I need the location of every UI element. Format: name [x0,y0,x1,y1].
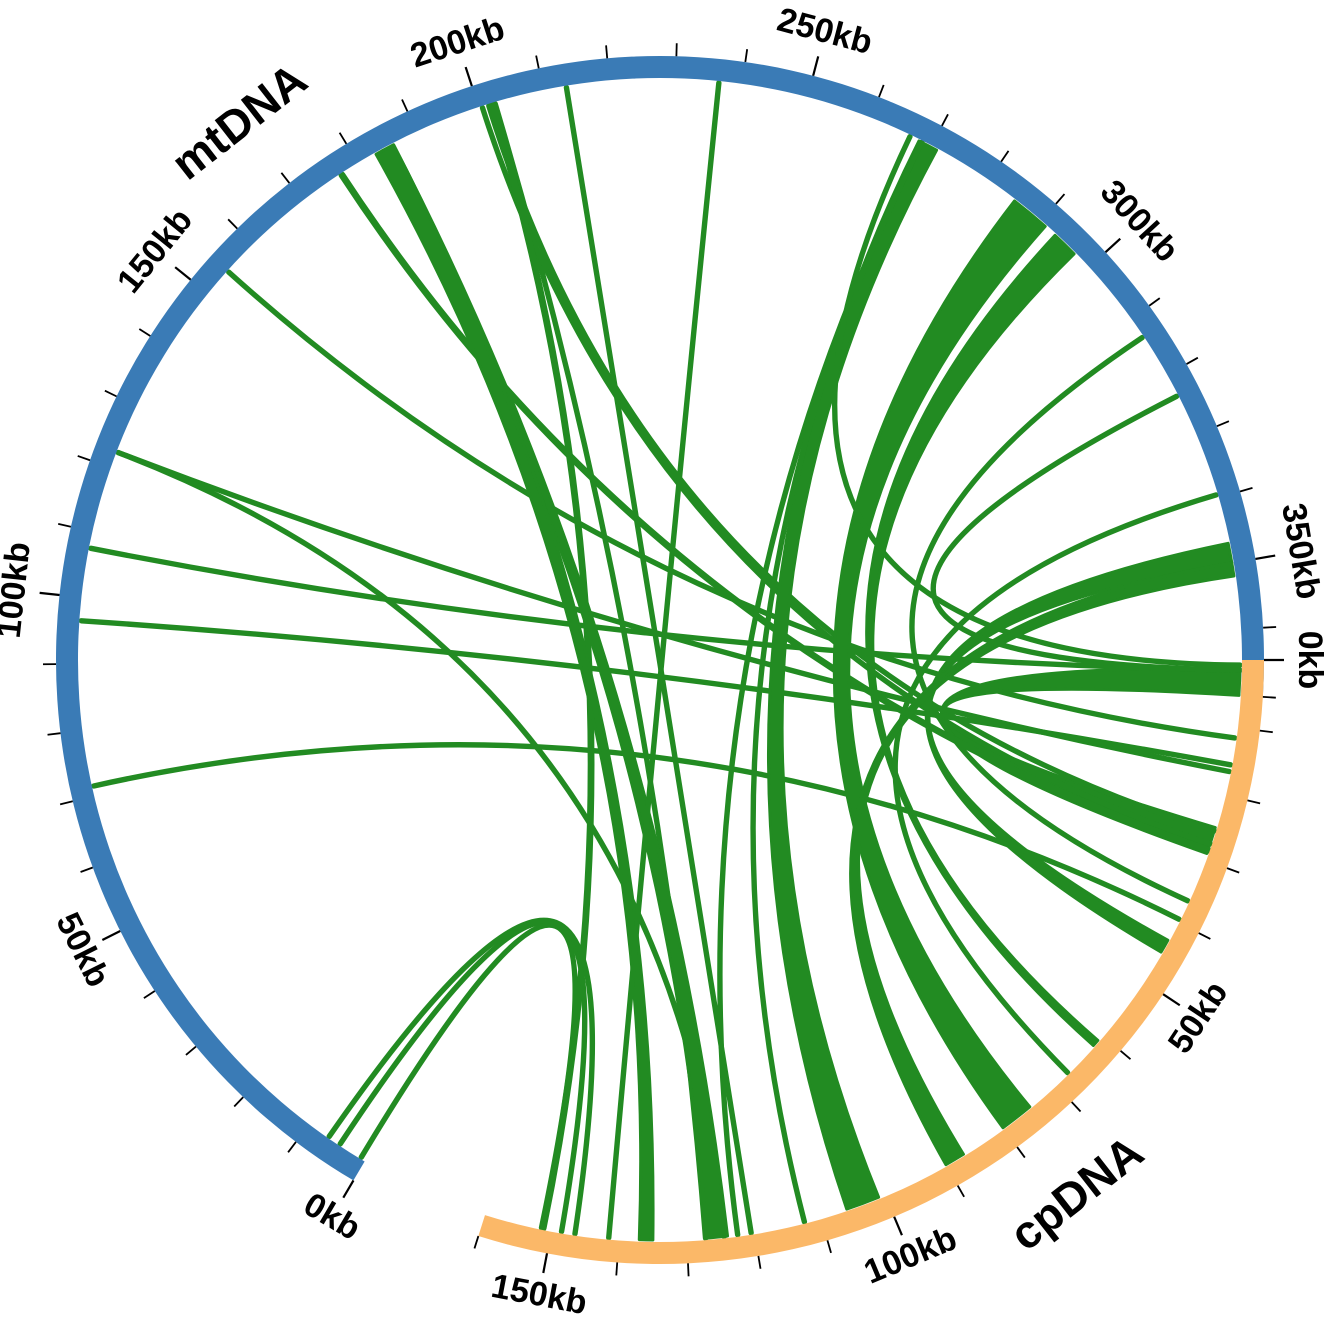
cp-tick-major [542,1253,549,1274]
link-ribbon [832,133,1243,668]
mt-tick-minor [59,800,73,806]
links-layer [78,80,1243,1242]
mt-tick-minor [233,1096,244,1108]
link-ribbon [486,103,1217,834]
link-ribbon [338,171,1212,854]
cp-tick-minor [826,1240,832,1254]
mt-tick-label: 350kb [1274,501,1328,602]
mt-tick-minor [1186,356,1199,365]
cp-tick-minor [1119,1050,1132,1060]
cp-tick-minor [687,1263,690,1277]
link-ribbon [358,922,578,1231]
mt-tick-minor [401,99,409,112]
link-ribbon [849,561,1236,1167]
mt-tick-major [1255,554,1276,560]
link-ribbon [750,139,925,1225]
mt-tick-minor [80,866,94,873]
mt-tick-minor [878,84,885,98]
cp-tick-minor [1259,729,1273,734]
mt-tick-minor [104,389,117,398]
link-ribbon [326,917,596,1237]
mt-tick-minor [143,990,156,999]
mt-tick-minor [185,1045,197,1056]
link-ribbon [930,393,1243,673]
mt-tick-minor [535,55,540,69]
mt-tick-major [101,930,121,941]
cp-tick-minor [615,1262,619,1276]
cp-tick-minor [1226,867,1240,874]
cp-tick-label: 50kb [1161,975,1236,1061]
cp-tick-label: 150kb [488,1267,590,1322]
cp-tick-label: 100kb [859,1219,963,1291]
mt-tick-minor [1263,626,1277,629]
mt-tick-minor [744,49,749,63]
mt-tick-label: 250kb [773,1,876,62]
mt-tick-major [39,591,60,597]
link-ribbon [832,199,1047,1130]
link-ribbon [374,143,655,1242]
link-ribbon [865,233,1100,1047]
link-ribbon [479,105,1213,847]
mt-tick-minor [57,523,72,528]
mt-tick-label: 50kb [48,907,117,993]
mt-tick-label: 100kb [0,540,38,640]
mt-tick-major [464,66,473,87]
cp-tick-minor [1198,932,1211,940]
mt-tick-major [342,1179,355,1199]
mt-tick-minor [1148,297,1161,307]
mt-tick-minor [287,1141,297,1153]
cp-tick-minor [757,1255,762,1269]
mt-tick-label: 0kb [297,1185,367,1247]
cp-tick-label: 0kb [1291,631,1329,690]
cp-tick-minor [1016,1146,1026,1159]
cp-tick-minor [956,1185,965,1198]
mt-tick-minor [227,218,238,230]
cp-tick-minor [473,1235,480,1249]
mt-tick-label: 200kb [406,9,509,75]
mt-tick-minor [1055,193,1066,205]
cpdna-label: cpDNA [1000,1125,1153,1260]
mt-tick-minor [1216,420,1230,428]
mt-tick-minor [280,172,291,184]
mt-tick-minor [1262,695,1276,699]
cp-tick-minor [1247,799,1261,805]
link-ribbon [767,139,939,1211]
cp-tick-major [893,1216,903,1236]
mt-tick-minor [1239,486,1253,493]
mtdna-segment [56,56,1265,1181]
mt-tick-minor [605,45,609,59]
cp-tick-minor [1071,1101,1082,1113]
mt-tick-minor [338,132,348,145]
mtdna-label: mtDNA [162,53,317,190]
mt-tick-minor [138,328,151,337]
mt-tick-major [812,56,820,77]
mt-tick-minor [77,455,91,462]
cp-tick-major [1162,993,1181,1007]
mt-tick-minor [47,732,61,736]
link-ribbon [606,80,722,1241]
mt-tick-minor [1000,150,1010,163]
mt-tick-major [1104,237,1122,253]
link-ribbon [91,742,1182,922]
link-ribbon [380,143,730,1240]
link-ribbon [226,269,1238,741]
mt-tick-major [174,266,192,281]
mt-tick-minor [941,113,949,127]
link-ribbon [909,334,1191,904]
